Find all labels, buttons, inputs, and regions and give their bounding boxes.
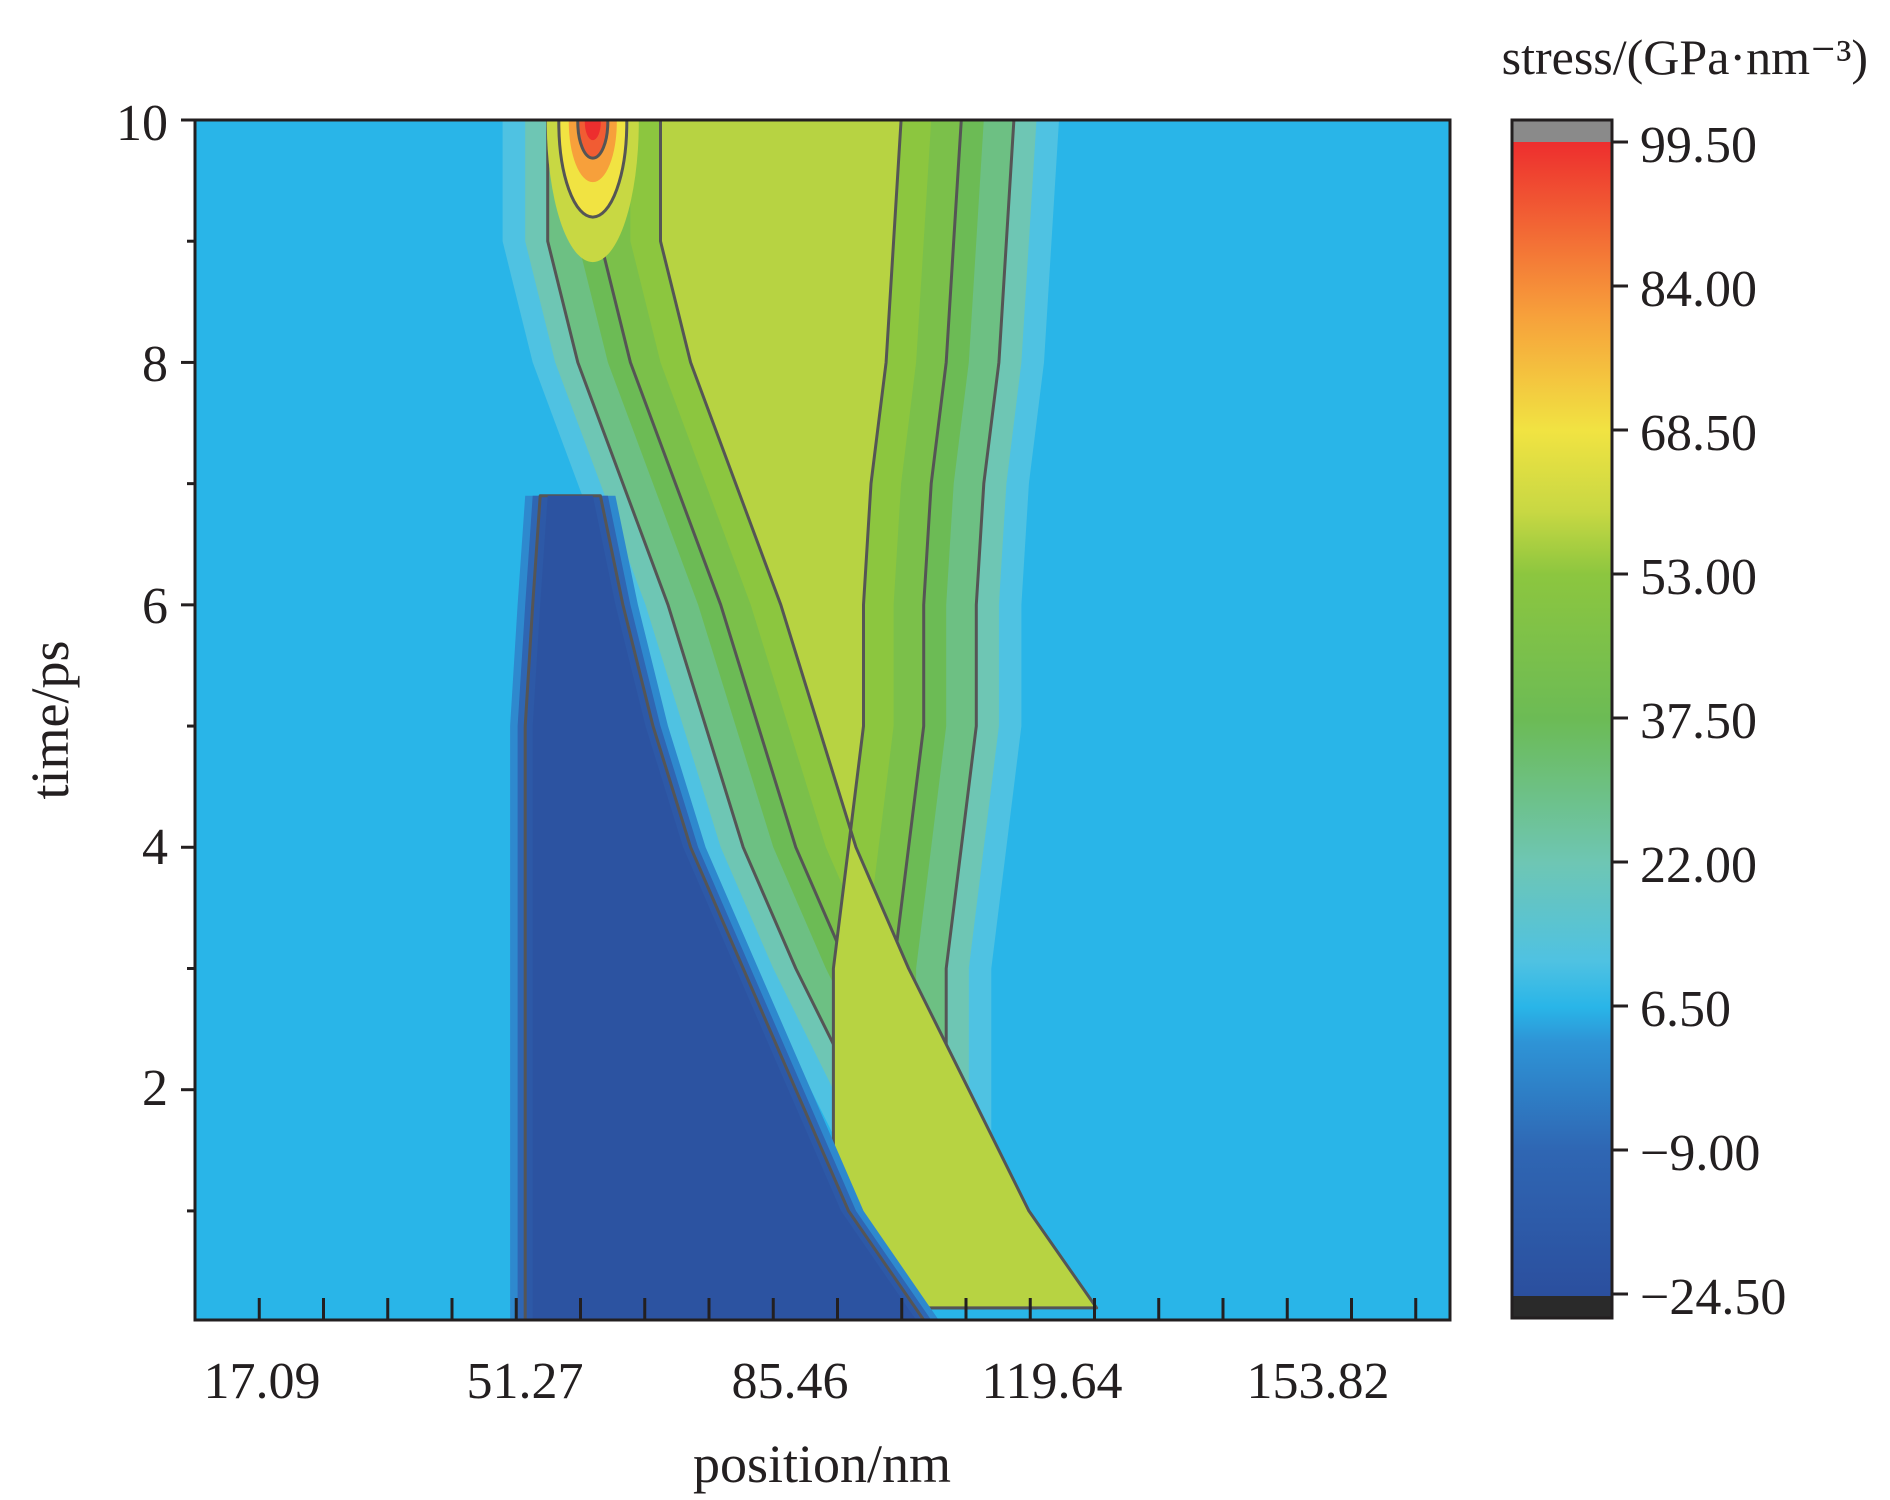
colorbar-tick-label: 53.00 (1640, 549, 1757, 606)
y-ticks (181, 118, 195, 1213)
x-axis-title: position/nm (693, 1434, 951, 1494)
plot-frame (193, 118, 1452, 1322)
colorbar-over-swatch (1512, 120, 1612, 142)
colorbar-tick-label: 84.00 (1640, 261, 1757, 318)
y-axis-title: time/ps (20, 641, 80, 800)
colorbar-tick-label: 99.50 (1640, 117, 1757, 174)
contour-compression-level (532, 495, 917, 1320)
colorbar-ticks (1612, 140, 1628, 1296)
colorbar-tick-label: 22.00 (1640, 837, 1757, 894)
y-tick-label: 2 (142, 1060, 168, 1117)
y-tick-label: 6 (142, 578, 168, 635)
y-tick-label: 8 (142, 336, 168, 393)
y-tick-label: 10 (116, 95, 168, 152)
colorbar-title: stress/(GPa·nm⁻³) (1502, 29, 1868, 85)
colorbar-tick-label: −24.50 (1640, 1269, 1786, 1326)
x-tick-label: 85.46 (732, 1353, 849, 1410)
x-axis: 17.09 51.27 85.46 119.64 153.82 position… (193, 1298, 1418, 1494)
colorbar-under-swatch (1512, 1296, 1612, 1318)
y-axis: 2 4 6 8 10 time/ps (20, 95, 195, 1213)
colorbar-tick-label: 68.50 (1640, 405, 1757, 462)
colorbar-ramp (1512, 142, 1612, 1296)
contour-regions (502, 120, 1099, 1320)
y-tick-label: 4 (142, 819, 168, 876)
plot-area (193, 118, 1452, 1322)
x-ticks (193, 1298, 1418, 1320)
x-tick-label: 17.09 (204, 1353, 321, 1410)
colorbar: stress/(GPa·nm⁻³) 99.50 84.00 68.50 53.0… (1502, 29, 1868, 1326)
colorbar-tick-label: 6.50 (1640, 981, 1731, 1038)
colorbar-tick-label: 37.50 (1640, 693, 1757, 750)
peak-stress-level (584, 120, 601, 141)
x-tick-label: 51.27 (467, 1353, 584, 1410)
x-tick-label: 153.82 (1247, 1353, 1390, 1410)
colorbar-tick-label: −9.00 (1640, 1125, 1760, 1182)
x-tick-label: 119.64 (981, 1353, 1122, 1410)
